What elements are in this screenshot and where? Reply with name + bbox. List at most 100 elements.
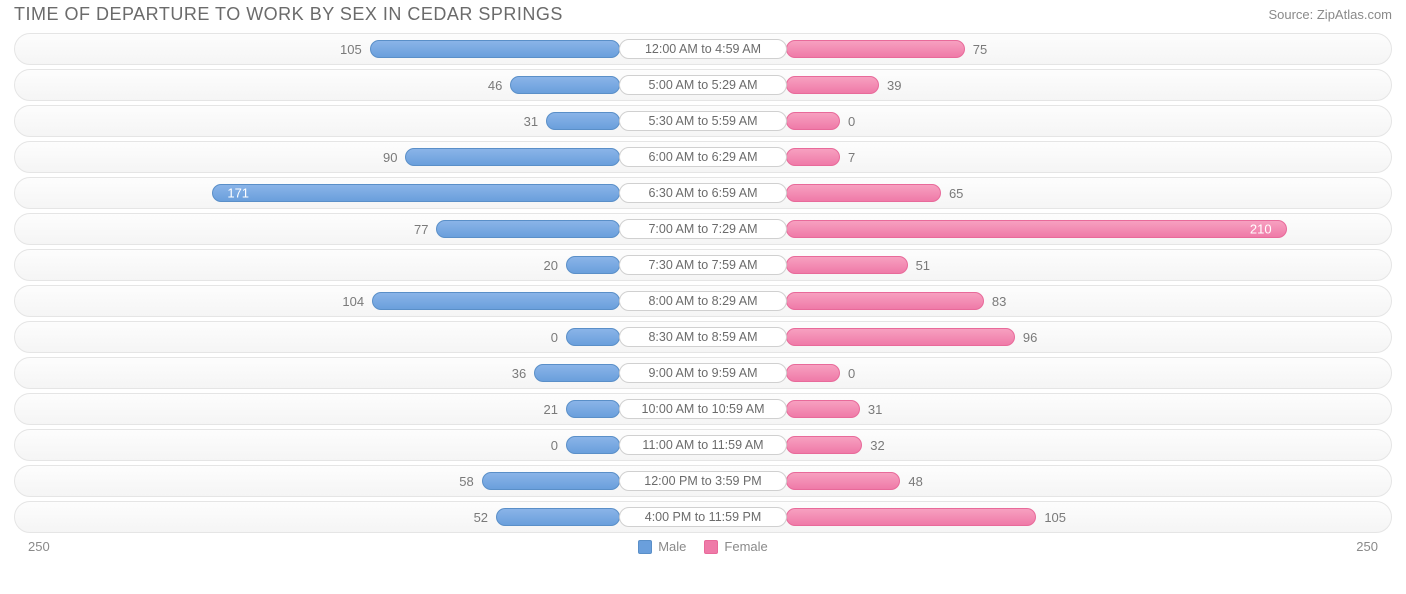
female-bar xyxy=(786,400,860,418)
table-row: 105 12:00 AM to 4:59 AM 75 xyxy=(14,33,1392,65)
female-value: 75 xyxy=(965,42,995,57)
female-value: 83 xyxy=(984,294,1014,309)
female-value: 210 xyxy=(1242,222,1280,237)
female-side: 0 xyxy=(786,106,1391,136)
male-value: 46 xyxy=(480,78,510,93)
axis-left-max: 250 xyxy=(28,539,50,554)
time-range-label: 6:30 AM to 6:59 AM xyxy=(619,183,787,203)
male-value: 171 xyxy=(219,186,257,201)
female-bar xyxy=(786,256,908,274)
male-side: 90 xyxy=(15,142,620,172)
female-side: 65 xyxy=(786,178,1391,208)
female-value: 0 xyxy=(840,114,863,129)
female-value: 31 xyxy=(860,402,890,417)
female-side: 31 xyxy=(786,394,1391,424)
female-value: 65 xyxy=(941,186,971,201)
table-row: 2110:00 AM to 10:59 AM31 xyxy=(14,393,1392,425)
male-value: 21 xyxy=(536,402,566,417)
table-row: 58 12:00 PM to 3:59 PM 48 xyxy=(14,465,1392,497)
female-value: 0 xyxy=(840,366,863,381)
time-range-label: 8:00 AM to 8:29 AM xyxy=(619,291,787,311)
male-side: 21 xyxy=(15,394,620,424)
female-bar xyxy=(786,292,984,310)
female-side: 0 xyxy=(786,358,1391,388)
male-value: 31 xyxy=(516,114,546,129)
male-value: 36 xyxy=(504,366,534,381)
table-row: 011:00 AM to 11:59 AM32 xyxy=(14,429,1392,461)
female-bar xyxy=(786,436,862,454)
female-value: 7 xyxy=(840,150,863,165)
female-side: 48 xyxy=(786,466,1391,496)
female-side: 210 xyxy=(786,214,1391,244)
table-row: 104 8:00 AM to 8:29 AM 83 xyxy=(14,285,1392,317)
female-bar: 210 xyxy=(786,220,1287,238)
female-side: 75 xyxy=(786,34,1391,64)
time-range-label: 5:00 AM to 5:29 AM xyxy=(619,75,787,95)
male-side: 104 xyxy=(15,286,620,316)
female-bar xyxy=(786,328,1015,346)
female-swatch-icon xyxy=(704,540,718,554)
male-value: 0 xyxy=(543,438,566,453)
female-side: 83 xyxy=(786,286,1391,316)
male-side: 36 xyxy=(15,358,620,388)
male-bar xyxy=(372,292,620,310)
table-row: 171 6:30 AM to 6:59 AM 65 xyxy=(14,177,1392,209)
male-value: 0 xyxy=(543,330,566,345)
female-value: 39 xyxy=(879,78,909,93)
male-side: 52 xyxy=(15,502,620,532)
male-side: 105 xyxy=(15,34,620,64)
male-bar xyxy=(534,364,620,382)
female-bar xyxy=(786,364,840,382)
male-side: 20 xyxy=(15,250,620,280)
male-value: 105 xyxy=(332,42,370,57)
male-bar xyxy=(496,508,620,526)
time-range-label: 4:00 PM to 11:59 PM xyxy=(619,507,787,527)
female-bar xyxy=(786,112,840,130)
female-bar xyxy=(786,76,879,94)
male-value: 90 xyxy=(375,150,405,165)
male-bar xyxy=(566,256,620,274)
male-bar xyxy=(436,220,620,238)
female-bar xyxy=(786,148,840,166)
time-range-label: 5:30 AM to 5:59 AM xyxy=(619,111,787,131)
male-value: 52 xyxy=(466,510,496,525)
female-side: 39 xyxy=(786,70,1391,100)
legend: Male Female xyxy=(638,539,768,554)
male-bar: 171 xyxy=(212,184,620,202)
male-swatch-icon xyxy=(638,540,652,554)
female-value: 48 xyxy=(900,474,930,489)
male-value: 104 xyxy=(334,294,372,309)
chart-title: TIME OF DEPARTURE TO WORK BY SEX IN CEDA… xyxy=(14,4,563,25)
table-row: 0 8:30 AM to 8:59 AM96 xyxy=(14,321,1392,353)
female-bar xyxy=(786,508,1036,526)
male-value: 77 xyxy=(406,222,436,237)
male-bar xyxy=(566,436,620,454)
time-range-label: 7:30 AM to 7:59 AM xyxy=(619,255,787,275)
female-side: 105 xyxy=(786,502,1391,532)
male-bar xyxy=(370,40,620,58)
female-bar xyxy=(786,472,900,490)
male-side: 31 xyxy=(15,106,620,136)
time-range-label: 12:00 PM to 3:59 PM xyxy=(619,471,787,491)
time-range-label: 12:00 AM to 4:59 AM xyxy=(619,39,787,59)
female-side: 51 xyxy=(786,250,1391,280)
table-row: 31 5:30 AM to 5:59 AM 0 xyxy=(14,105,1392,137)
male-side: 0 xyxy=(15,322,620,352)
male-bar xyxy=(510,76,620,94)
source-attribution: Source: ZipAtlas.com xyxy=(1268,7,1392,22)
female-bar xyxy=(786,184,941,202)
table-row: 36 9:00 AM to 9:59 AM 0 xyxy=(14,357,1392,389)
female-value: 51 xyxy=(908,258,938,273)
male-value: 58 xyxy=(451,474,481,489)
table-row: 52 4:00 PM to 11:59 PM105 xyxy=(14,501,1392,533)
time-range-label: 8:30 AM to 8:59 AM xyxy=(619,327,787,347)
legend-male-label: Male xyxy=(658,539,686,554)
female-side: 96 xyxy=(786,322,1391,352)
table-row: 777:00 AM to 7:29 AM210 xyxy=(14,213,1392,245)
male-value: 20 xyxy=(536,258,566,273)
female-bar xyxy=(786,40,965,58)
male-side: 171 xyxy=(15,178,620,208)
table-row: 906:00 AM to 6:29 AM7 xyxy=(14,141,1392,173)
legend-female-label: Female xyxy=(724,539,767,554)
time-range-label: 9:00 AM to 9:59 AM xyxy=(619,363,787,383)
